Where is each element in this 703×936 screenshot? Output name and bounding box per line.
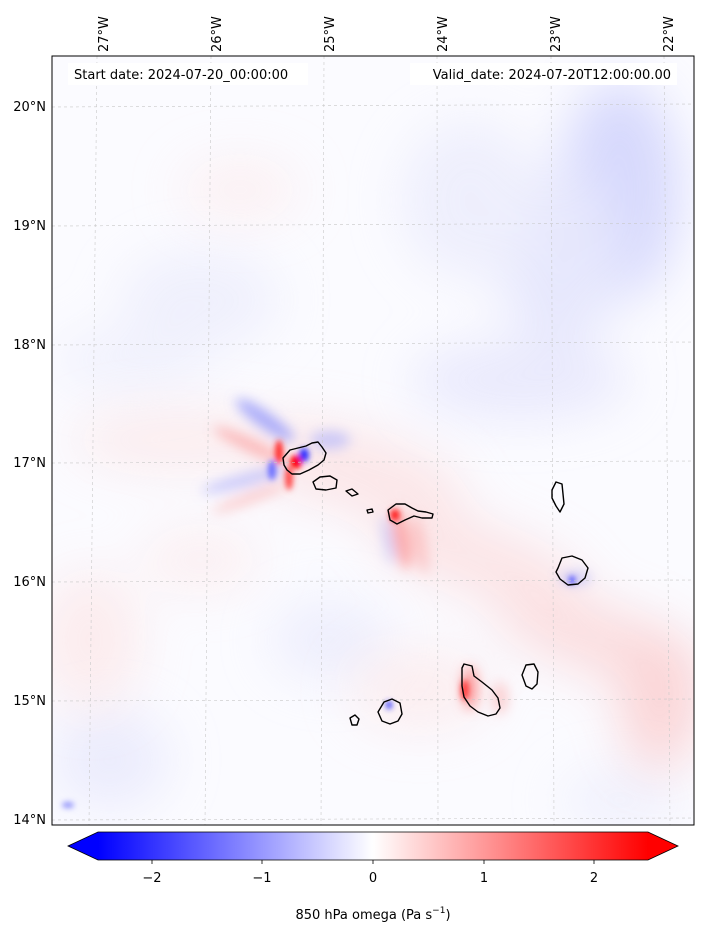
- start-date-label: Start date: 2024-07-20_00:00:00: [74, 68, 288, 83]
- colorbar-label: 850 hPa omega (Pa s−1): [295, 906, 450, 923]
- map-panel: [52, 56, 694, 825]
- valid-date-annotation: Valid_date: 2024-07-20T12:00:00.00: [410, 63, 677, 85]
- valid-date-label: Valid_date: 2024-07-20T12:00:00.00: [433, 68, 671, 83]
- longitude-tick-labels: 27°W 26°W 25°W 24°W 23°W 22°W: [97, 16, 677, 52]
- island-santa-luzia: [345, 488, 359, 497]
- colorbar-tick-label: −1: [252, 871, 271, 886]
- graticule: [52, 56, 694, 825]
- lon-tick-label: 23°W: [549, 16, 564, 52]
- lon-tick-label: 22°W: [662, 16, 677, 52]
- lat-tick-label: 14°N: [13, 813, 46, 828]
- lat-tick-label: 17°N: [13, 456, 46, 471]
- colorbar-tick-label: −2: [142, 871, 161, 886]
- island-sal: [551, 481, 565, 513]
- island-maio: [521, 663, 539, 690]
- colorbar-tick-label: 1: [480, 871, 488, 886]
- lon-tick-label: 27°W: [97, 16, 112, 52]
- colorbar-body: [98, 832, 648, 860]
- colorbar-extend-low: [68, 832, 98, 860]
- colorbar-extend-high: [648, 832, 678, 860]
- lat-tick-label: 19°N: [13, 219, 46, 234]
- lon-tick-label: 26°W: [210, 16, 225, 52]
- latitude-tick-labels: 20°N 19°N 18°N 17°N 16°N 15°N 14°N: [13, 100, 46, 828]
- omega-field: [52, 80, 694, 825]
- island-brava: [349, 714, 360, 726]
- lon-tick-label: 25°W: [323, 16, 338, 52]
- island-fogo: [377, 698, 403, 725]
- lat-tick-label: 18°N: [13, 338, 46, 353]
- start-date-annotation: Start date: 2024-07-20_00:00:00: [68, 63, 308, 85]
- map-frame: [51, 55, 695, 826]
- lat-tick-label: 15°N: [13, 694, 46, 709]
- island-santo-antao: [282, 441, 327, 475]
- colorbar-outline: [67, 831, 679, 861]
- island-sao-vicente: [312, 475, 338, 491]
- island-boa-vista: [555, 555, 589, 586]
- lon-tick-label: 24°W: [436, 16, 451, 52]
- lat-tick-label: 20°N: [13, 100, 46, 115]
- colorbar-tick-label: 0: [369, 871, 377, 886]
- island-razo: [366, 508, 374, 514]
- island-santiago: [461, 663, 501, 717]
- island-sao-nicolau: [387, 503, 434, 525]
- coastlines: [282, 441, 589, 726]
- colorbar-ticks: [151, 860, 595, 864]
- colorbar-tick-label: 2: [590, 871, 598, 886]
- colorbar: −2 −1 0 1 2 850 hPa omega (Pa s−1): [67, 831, 679, 923]
- lat-tick-label: 16°N: [13, 575, 46, 590]
